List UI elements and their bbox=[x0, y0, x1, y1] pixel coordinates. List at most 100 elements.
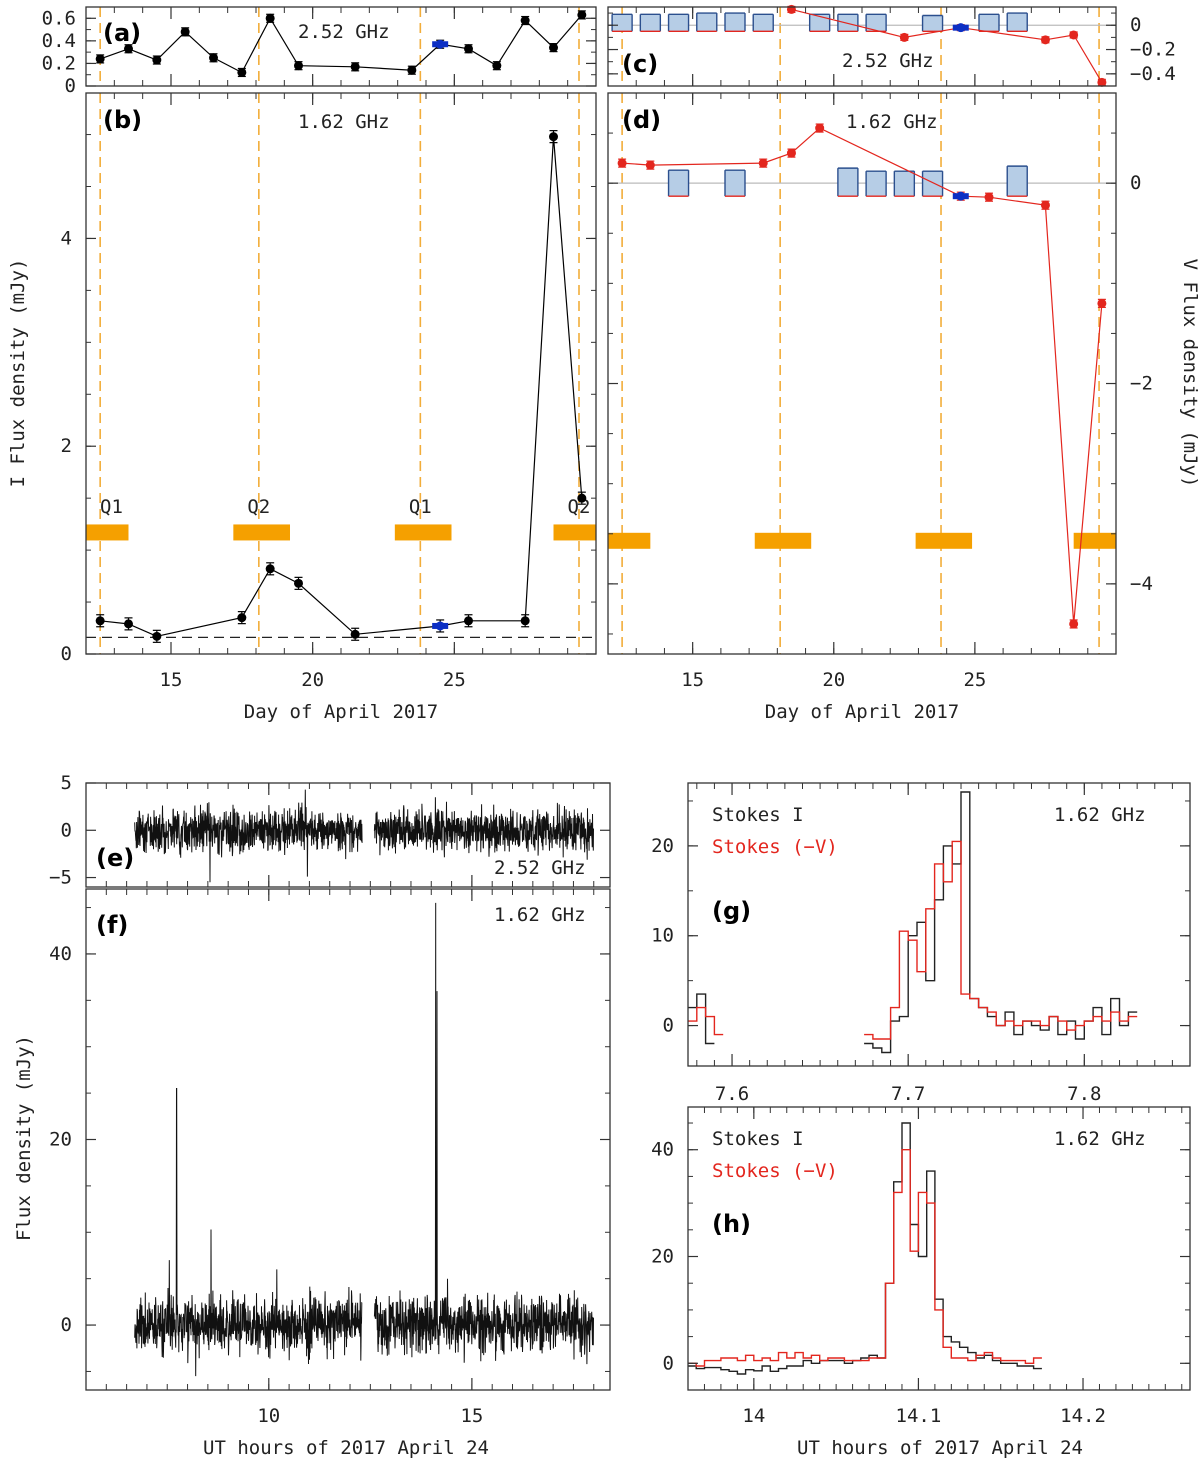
data-point bbox=[1040, 35, 1050, 45]
data-point bbox=[1040, 200, 1050, 210]
data-point bbox=[617, 158, 627, 168]
data-point bbox=[549, 132, 558, 142]
upper-limit-box bbox=[837, 168, 858, 197]
data-point bbox=[265, 564, 275, 574]
upper-limit-box bbox=[979, 14, 999, 32]
data-point bbox=[435, 621, 445, 631]
quarter-label: Q1 bbox=[409, 496, 432, 518]
frequency-label: 1.62 GHz bbox=[298, 111, 390, 133]
data-point bbox=[350, 62, 360, 72]
x-axis-label: Day of April 2017 bbox=[244, 701, 438, 723]
panel-label: (b) bbox=[103, 106, 142, 134]
y-axis-label: V Flux density (mJy) bbox=[1179, 259, 1200, 488]
data-point bbox=[407, 65, 417, 75]
x-tick-label: 10 bbox=[257, 1405, 280, 1427]
x-tick-label: 14 bbox=[742, 1405, 765, 1427]
data-point bbox=[1069, 619, 1079, 629]
data-point bbox=[758, 158, 768, 168]
panel-h: 14 14.1 14.2 0 20 40 Stokes I Stokes (−V) 1.62 G… bbox=[651, 1106, 1191, 1459]
quarter-label: Q2 bbox=[247, 496, 270, 518]
plot-frame bbox=[687, 782, 1191, 1067]
upper-limit-box bbox=[668, 14, 689, 32]
observing-quarter-bar bbox=[394, 524, 452, 541]
observing-quarter-bar bbox=[233, 524, 290, 541]
series-line bbox=[791, 8, 1103, 83]
y-tick-label: 10 bbox=[651, 925, 674, 947]
panel-label: (g) bbox=[712, 897, 751, 925]
data-point bbox=[645, 160, 655, 170]
panel-e: 5 0 −5 (e) 2.52 GHz bbox=[49, 772, 611, 889]
x-tick-label: 20 bbox=[822, 669, 845, 691]
panel-d: 15 20 25 0 −2 −4 (d) 1.62 GHz Day of April 2017 V… bbox=[607, 92, 1200, 723]
data-point bbox=[124, 619, 133, 629]
legend-stokes-v: Stokes (−V) bbox=[712, 1160, 838, 1182]
y-tick-label: 0.6 bbox=[42, 7, 76, 29]
panel-label: (e) bbox=[96, 844, 134, 872]
data-point bbox=[815, 123, 825, 133]
plot-frame bbox=[85, 92, 597, 655]
stokes-step-series bbox=[688, 791, 1138, 1054]
y-axis-label: I Flux density (mJy) bbox=[7, 259, 29, 488]
x-tick-label: 20 bbox=[301, 669, 324, 691]
frequency-label: 1.62 GHz bbox=[1054, 804, 1146, 826]
data-point bbox=[577, 10, 587, 20]
panel-a: 00.20.40.6 (a) 2.52 GHz bbox=[42, 6, 597, 97]
x-tick-label: 15 bbox=[460, 1405, 483, 1427]
data-point bbox=[1097, 77, 1107, 87]
data-point bbox=[1097, 298, 1107, 308]
frequency-label: 2.52 GHz bbox=[842, 50, 934, 72]
data-point bbox=[294, 61, 303, 71]
series-line bbox=[622, 127, 1103, 624]
panel-label: (a) bbox=[103, 19, 141, 47]
y-tick-label: 0 bbox=[61, 1314, 72, 1336]
y-tick-label: 0 bbox=[663, 1352, 674, 1374]
series-line bbox=[99, 14, 583, 74]
legend-stokes-i: Stokes I bbox=[712, 1128, 804, 1150]
data-point bbox=[786, 148, 796, 158]
data-point bbox=[549, 43, 558, 53]
data-point bbox=[464, 44, 473, 54]
y-tick-label: 20 bbox=[49, 1129, 72, 1151]
upper-limit-box bbox=[894, 171, 915, 197]
frequency-label: 1.62 GHz bbox=[1054, 1128, 1146, 1150]
y-tick-label: 20 bbox=[651, 1246, 674, 1268]
panel-g: 7.6 7.7 7.8 0 10 20 Stokes I Stokes (−V) 1.62 GH… bbox=[651, 782, 1191, 1105]
panel-label: (h) bbox=[712, 1210, 751, 1238]
data-point bbox=[1069, 30, 1079, 40]
upper-limit-box bbox=[725, 13, 745, 32]
x-tick-label: 7.7 bbox=[891, 1083, 925, 1105]
stokes-step-series bbox=[688, 840, 1138, 1040]
y-tick-label: 0 bbox=[1130, 14, 1141, 36]
data-point bbox=[237, 67, 247, 77]
x-tick-label: 15 bbox=[160, 669, 183, 691]
x-tick-label: 14.1 bbox=[896, 1405, 942, 1427]
plot-frame bbox=[85, 782, 611, 888]
y-tick-label: 2 bbox=[61, 435, 72, 457]
frequency-label: 1.62 GHz bbox=[494, 904, 586, 926]
data-point bbox=[577, 493, 587, 503]
y-tick-label: 40 bbox=[49, 943, 72, 965]
plot-frame bbox=[687, 1106, 1191, 1391]
upper-limit-box bbox=[866, 171, 887, 197]
y-tick-label: 0 bbox=[1130, 172, 1141, 194]
x-tick-label: 15 bbox=[681, 669, 704, 691]
y-tick-label: 0.4 bbox=[42, 30, 76, 52]
y-tick-label: 0 bbox=[65, 75, 76, 97]
frequency-label: 2.52 GHz bbox=[298, 21, 390, 43]
upper-limit-box bbox=[753, 14, 774, 32]
x-tick-label: 25 bbox=[963, 669, 986, 691]
y-tick-label: −0.4 bbox=[1130, 63, 1176, 85]
upper-limit-box bbox=[1007, 166, 1028, 197]
data-point bbox=[209, 53, 218, 63]
panel-label: (d) bbox=[622, 106, 661, 134]
upper-limit-box bbox=[922, 171, 943, 197]
data-point bbox=[294, 578, 303, 588]
data-point bbox=[492, 61, 502, 71]
x-axis-label: UT hours of 2017 April 24 bbox=[203, 1437, 489, 1459]
panel-c: 0 −0.2−0.4 (c) 2.52 GHz bbox=[607, 4, 1176, 87]
observing-quarter-bar bbox=[754, 532, 812, 549]
upper-limit-box bbox=[612, 14, 633, 32]
upper-limit-box bbox=[866, 14, 887, 32]
light-curve-trace bbox=[134, 789, 363, 883]
